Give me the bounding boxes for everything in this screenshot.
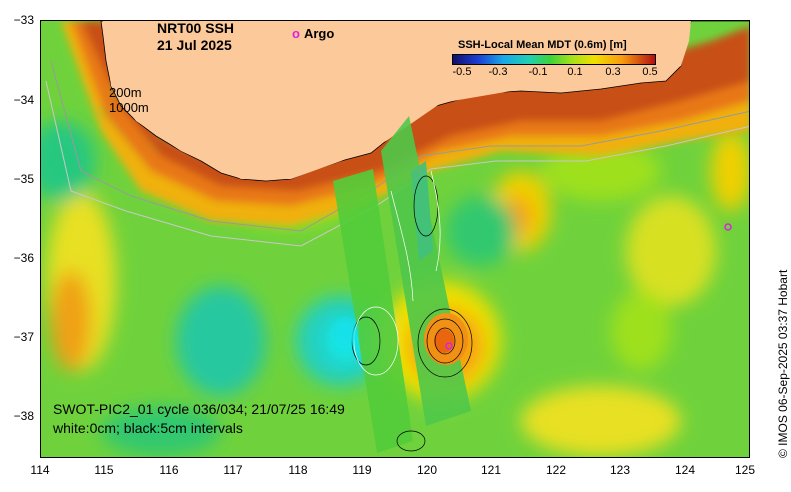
depth-label-1000m: 1000m: [109, 100, 149, 115]
y-tick-label: −37: [13, 330, 34, 344]
x-tick-label: 119: [352, 463, 372, 477]
swot-black-contours: [351, 175, 473, 452]
x-tick-label: 124: [674, 463, 696, 477]
y-tick-label: −38: [13, 409, 34, 423]
x-tick-label: 117: [223, 463, 243, 477]
y-tick-label: −35: [13, 172, 34, 186]
x-tick-label: 115: [94, 463, 114, 477]
argo-legend-marker: o: [292, 26, 300, 41]
colorbar-label: 0.3: [605, 66, 621, 78]
argo-legend: o Argo: [292, 26, 334, 41]
y-tick-label: −34: [13, 93, 34, 107]
swot-cycle-text: SWOT-PIC2_01 cycle 036/034; 21/07/25 16:…: [53, 401, 345, 417]
colorbar-label: 0.1: [567, 66, 583, 78]
colorbar-title: SSH-Local Mean MDT (0.6m) [m]: [458, 39, 627, 51]
x-tick-label: 120: [416, 463, 438, 477]
colorbar-label: -0.5: [452, 66, 472, 78]
cyclonic-eddy-core: [333, 319, 357, 347]
x-tick-label: 118: [288, 463, 308, 477]
x-tick-label: 114: [30, 463, 50, 477]
ssh-map-canvas: [41, 21, 749, 457]
argo-float-marker: [445, 342, 453, 350]
argo-legend-label: Argo: [303, 26, 335, 41]
argo-float-marker: [724, 223, 732, 231]
colorbar-label: 0.5: [642, 66, 658, 78]
swot-contour-text: white:0cm; black:5cm intervals: [53, 420, 243, 436]
x-tick-label: 116: [159, 463, 179, 477]
x-tick-label: 122: [545, 463, 567, 477]
colorbar-label: -0.1: [528, 66, 548, 78]
swot-info: SWOT-PIC2_01 cycle 036/034; 21/07/25 16:…: [53, 400, 345, 438]
map-title: NRT00 SSH 21 Jul 2025: [157, 20, 234, 54]
x-tick-label: 123: [609, 463, 631, 477]
credit-text: © IMOS 06-Sep-2025 03:37 Hobart: [776, 269, 790, 458]
ssh-map: [40, 20, 750, 458]
depth-label-200m: 200m: [109, 85, 142, 100]
depth-contour-labels: 200m 1000m: [109, 85, 149, 115]
y-tick-label: −36: [13, 251, 34, 265]
map-title-date: 21 Jul 2025: [157, 37, 232, 53]
map-title-product: NRT00 SSH: [157, 20, 235, 36]
colorbar-label: -0.3: [488, 66, 508, 78]
x-tick-label: 121: [480, 463, 502, 477]
y-tick-label: −33: [13, 13, 34, 27]
swot-swath-left: [333, 169, 413, 453]
x-tick-label: 125: [734, 463, 756, 477]
colorbar: [452, 54, 656, 65]
